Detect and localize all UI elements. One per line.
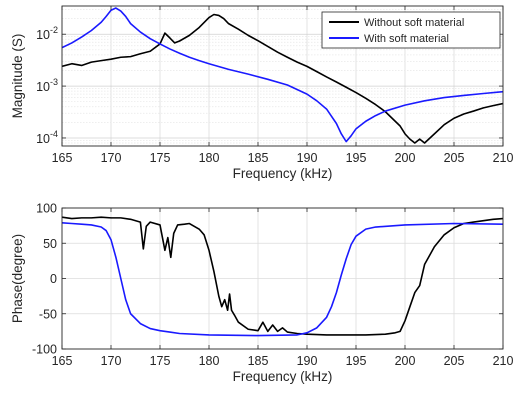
x-tick-label: 180: [199, 151, 220, 165]
x-tick-label: 185: [248, 354, 269, 368]
y-tick-exponent: -3: [50, 77, 58, 87]
legend-box: [321, 11, 501, 49]
y-axis-label: Magnitude (S): [10, 34, 25, 119]
x-tick-label: 170: [101, 354, 122, 368]
x-tick-label: 175: [150, 151, 171, 165]
legend: Without soft material With soft material: [321, 11, 501, 49]
y-axis-label: Phase(degree): [10, 234, 25, 323]
axes-box: [61, 5, 504, 147]
x-tick-label: 170: [101, 151, 122, 165]
y-tick-label: 50: [43, 237, 57, 251]
series-line-without-soft-material: [62, 216, 503, 336]
y-tick-base: 10: [36, 28, 50, 42]
x-tick-label: 210: [493, 354, 514, 368]
x-tick-label: 200: [395, 354, 416, 368]
x-tick-label: 165: [52, 354, 73, 368]
y-tick-exponent: -2: [50, 25, 58, 35]
x-tick-label: 205: [444, 354, 465, 368]
series-line-without-soft-material: [62, 13, 503, 144]
x-tick-label: 200: [395, 151, 416, 165]
x-tick-label: 165: [52, 151, 73, 165]
x-tick-label: 195: [346, 151, 367, 165]
y-tick-label: -50: [39, 307, 57, 321]
x-tick-label: 175: [150, 354, 171, 368]
x-tick-label: 180: [199, 354, 220, 368]
y-tick-label: 0: [50, 272, 57, 286]
y-tick-base: 10: [36, 80, 50, 94]
y-tick-base: 10: [36, 132, 50, 146]
y-tick-label: -100: [32, 343, 57, 357]
legend-label: Without soft material: [364, 17, 464, 29]
x-tick-label: 190: [297, 151, 318, 165]
series-line-with-soft-material: [62, 222, 503, 337]
chart-panel-2: 165 170 175 180 185 190 195 200 205 210 -100 -50 0 50…: [10, 202, 513, 385]
x-tick-label: 195: [346, 354, 367, 368]
x-tick-label: 190: [297, 354, 318, 368]
y-tick-label: 100: [36, 202, 57, 216]
y-tick-label: 10-3: [36, 77, 58, 94]
y-tick-exponent: -4: [50, 129, 58, 139]
series-line-with-soft-material: [62, 7, 503, 143]
x-tick-label: 205: [444, 151, 465, 165]
legend-label: With soft material: [364, 33, 449, 45]
y-tick-label: 10-4: [36, 129, 58, 146]
chart-panel-1: 165 170 175 180 185 190 195 200 205 21010-410-310…: [10, 5, 514, 181]
x-axis-label: Frequency (kHz): [233, 369, 333, 384]
x-tick-label: 210: [493, 151, 514, 165]
y-tick-label: 10-2: [36, 25, 58, 42]
x-tick-label: 185: [248, 151, 269, 165]
x-axis-label: Frequency (kHz): [233, 166, 333, 181]
